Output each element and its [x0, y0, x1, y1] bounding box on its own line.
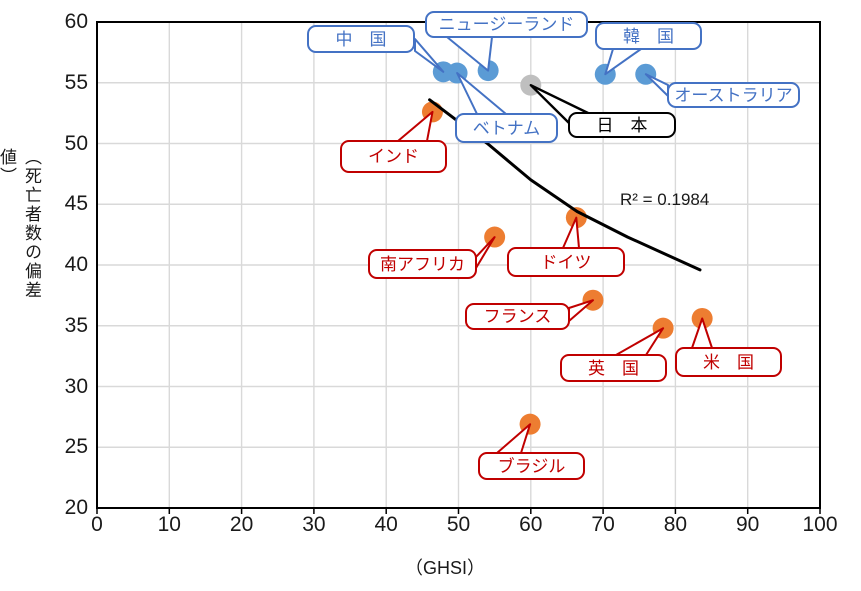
- label-pointer-uk: [615, 327, 665, 356]
- x-tick-label: 90: [736, 513, 760, 536]
- y-tick-label: 40: [64, 253, 88, 276]
- r-squared-label: R² = 0.1984: [620, 190, 710, 209]
- label-pointer-china: [414, 38, 445, 73]
- label-pointer-vietnam: [456, 72, 507, 115]
- y-tick-label: 45: [64, 192, 88, 216]
- label-australia: オーストラリア: [667, 82, 800, 108]
- y-tick-label: 55: [64, 70, 88, 94]
- y-tick-label: 20: [64, 496, 88, 519]
- label-germany: ドイツ: [507, 247, 625, 277]
- label-pointer-australia: [644, 73, 669, 97]
- label-china: 中 国: [307, 25, 415, 53]
- label-korea: 韓 国: [595, 22, 702, 50]
- label-south_africa: 南アフリカ: [368, 249, 477, 279]
- label-vietnam: ベトナム: [455, 113, 558, 143]
- x-tick-label: 50: [446, 513, 471, 536]
- label-pointer-brazil: [496, 423, 532, 454]
- x-tick-label: 20: [229, 513, 254, 536]
- label-japan: 日 本: [568, 112, 676, 138]
- y-tick-label: 50: [64, 131, 88, 155]
- x-tick-label: 60: [519, 513, 543, 536]
- label-uk: 英 国: [560, 354, 667, 382]
- y-tick-label: 35: [64, 313, 88, 337]
- x-tick-label: 70: [591, 513, 615, 536]
- y-tick-label: 30: [64, 374, 88, 398]
- y-tick-label: 60: [64, 10, 88, 33]
- x-tick-label: 0: [91, 513, 103, 536]
- x-tick-label: 80: [663, 513, 688, 536]
- x-tick-label: 30: [302, 513, 326, 536]
- label-pointer-france: [568, 299, 594, 322]
- label-india: インド: [340, 140, 447, 173]
- y-tick-label: 25: [64, 435, 88, 459]
- label-pointer-india: [397, 110, 434, 142]
- label-pointer-korea: [604, 48, 642, 76]
- label-us: 米 国: [675, 347, 782, 377]
- x-tick-label: 40: [374, 513, 398, 536]
- x-axis-title: （GHSI）: [404, 558, 485, 578]
- label-france: フランス: [465, 303, 570, 330]
- x-tick-label: 100: [802, 513, 838, 536]
- label-brazil: ブラジル: [478, 452, 585, 480]
- y-axis-title: （死亡者数の偏差値）: [0, 148, 41, 300]
- x-tick-label: 10: [157, 513, 181, 536]
- label-nz: ニュージーランド: [425, 11, 588, 38]
